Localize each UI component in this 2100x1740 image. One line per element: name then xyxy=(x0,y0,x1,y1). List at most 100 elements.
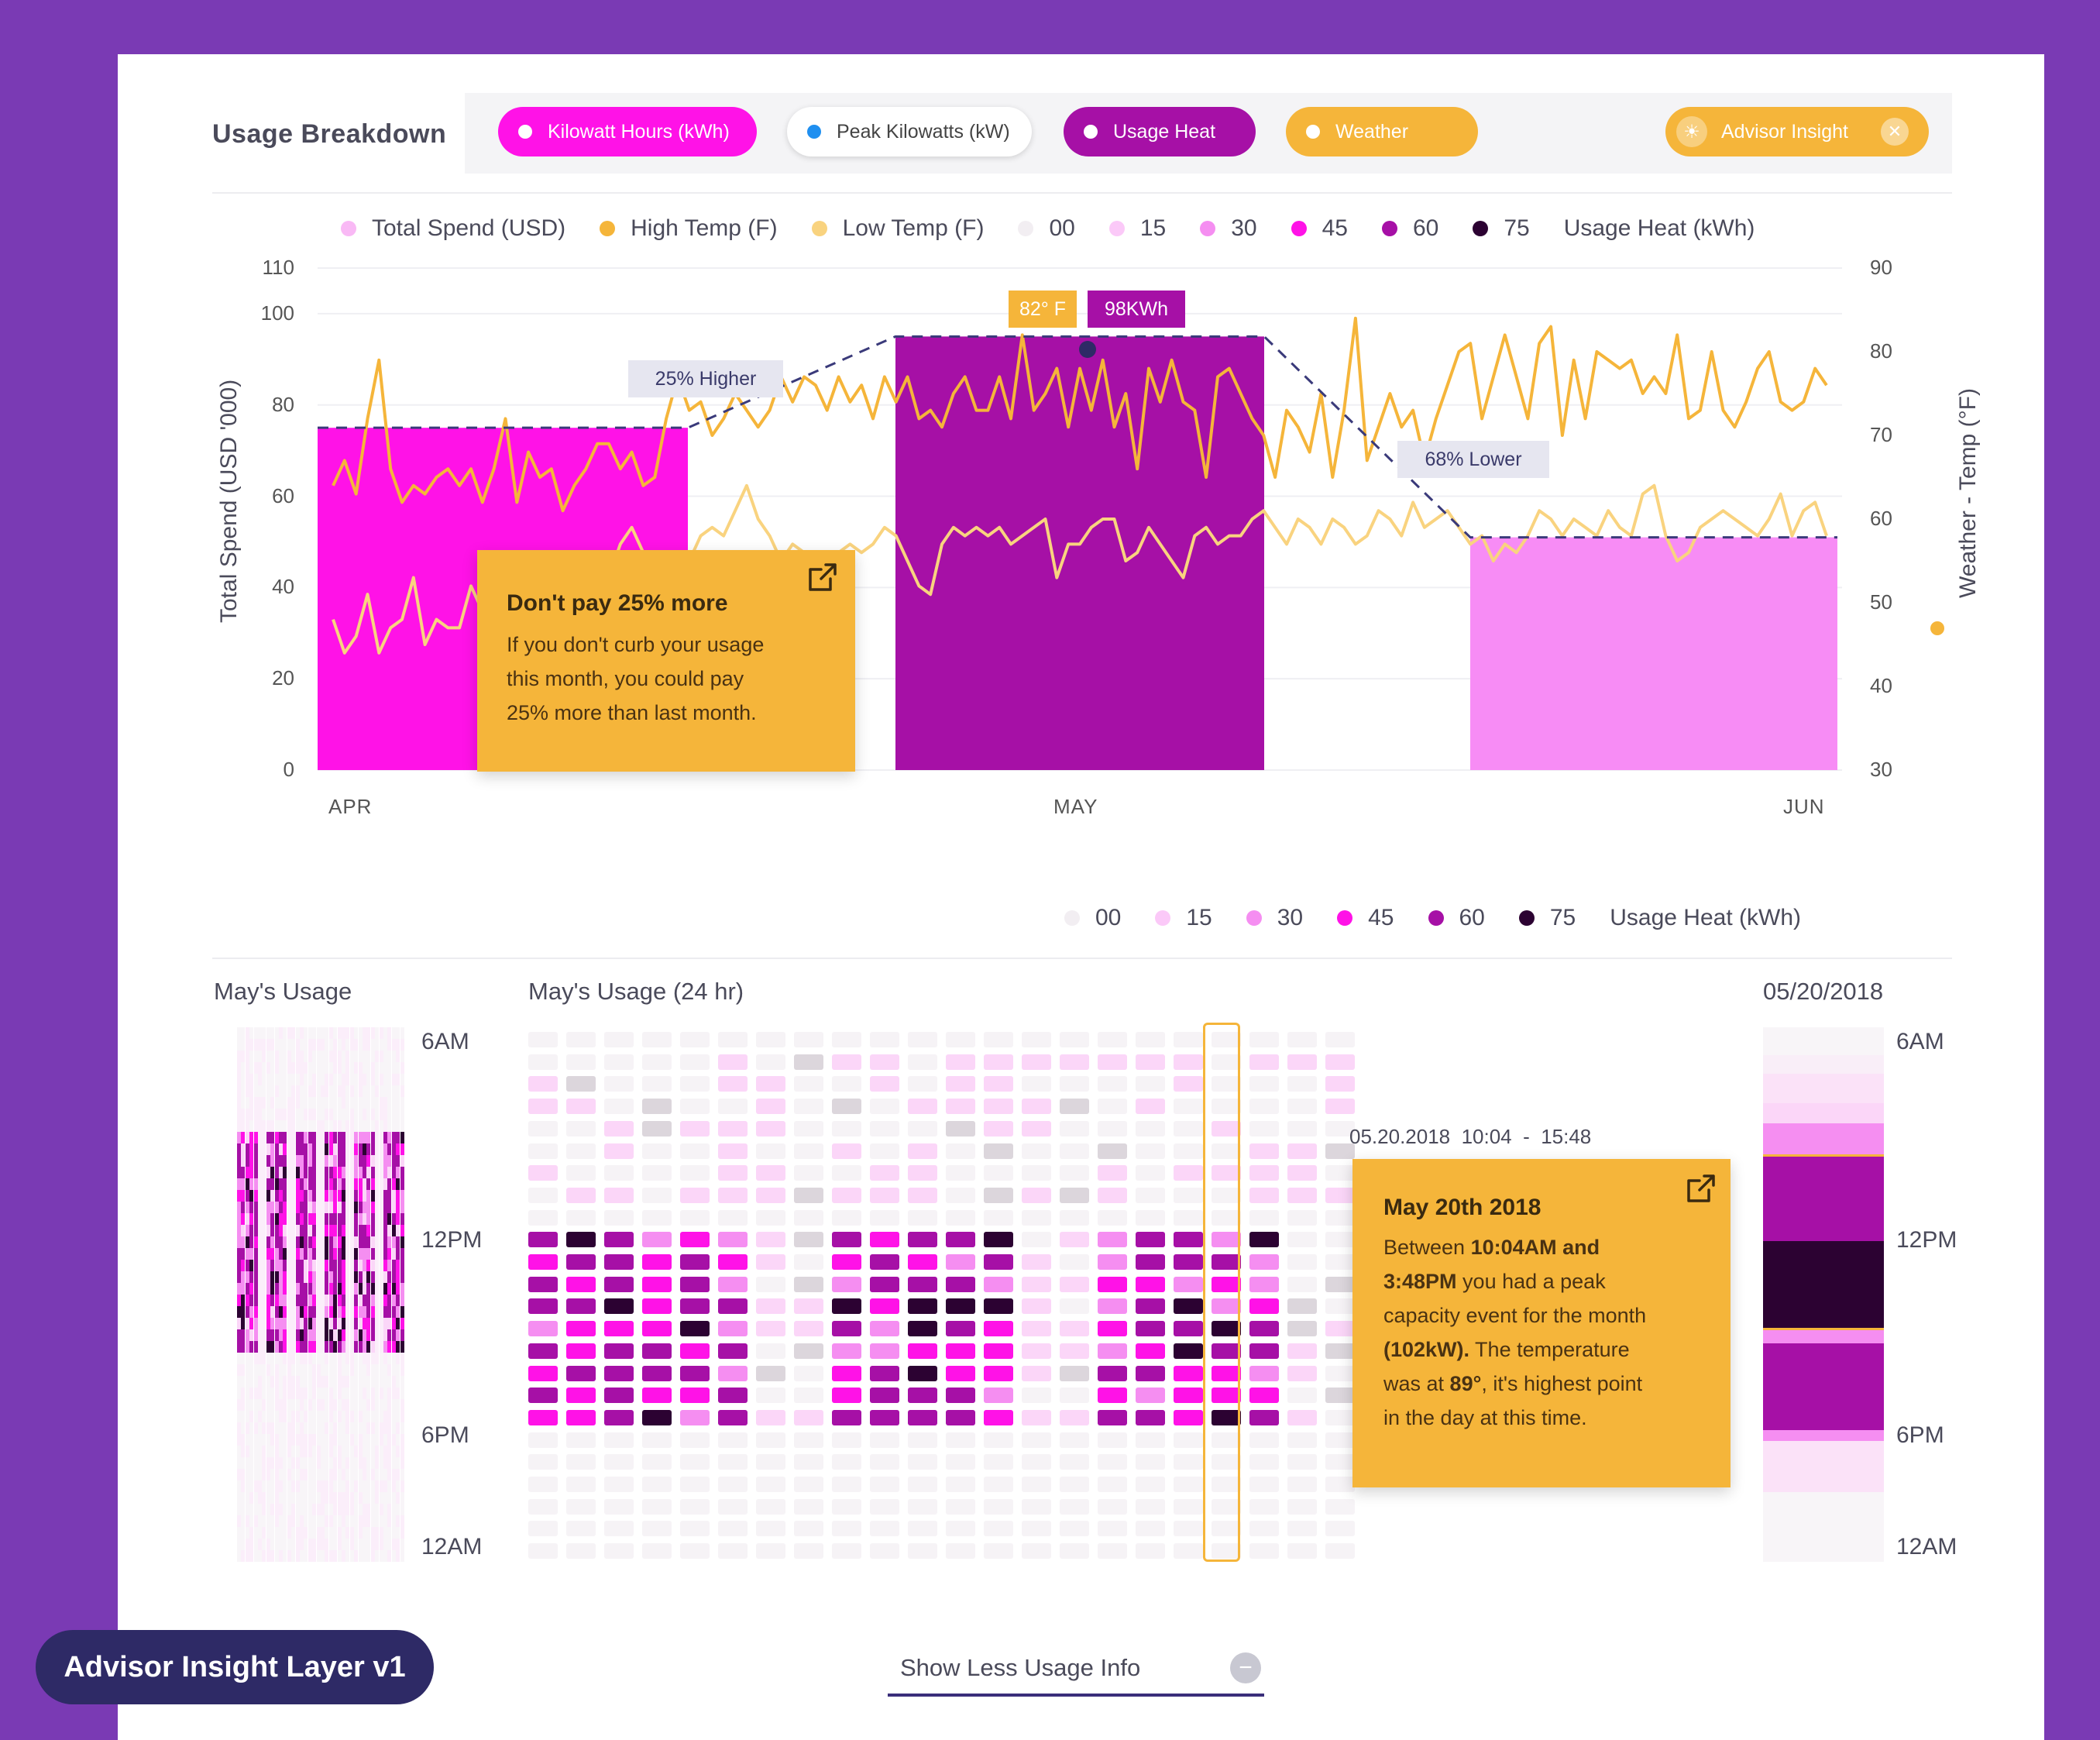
strip-cell xyxy=(241,1457,246,1469)
strip-cell xyxy=(253,1318,258,1329)
strip-cell xyxy=(241,1539,246,1550)
strip-cell xyxy=(375,1167,380,1178)
strip-cell xyxy=(354,1271,359,1283)
filter-heat-button[interactable]: Usage Heat xyxy=(1064,107,1256,156)
show-less-button[interactable]: Show Less Usage Info − xyxy=(888,1642,1264,1697)
strip-cell xyxy=(295,1202,300,1213)
strip-cell xyxy=(295,1376,300,1388)
strip-cell xyxy=(291,1027,296,1039)
strip-cell xyxy=(387,1062,392,1074)
strip-cell xyxy=(241,1202,246,1213)
strip-cell xyxy=(316,1492,321,1504)
strip-cell xyxy=(383,1039,387,1051)
strip-cell xyxy=(333,1539,338,1550)
strip-cell xyxy=(400,1306,404,1318)
strip-cell xyxy=(253,1039,258,1051)
strip-cell xyxy=(304,1329,308,1341)
external-link-icon[interactable] xyxy=(807,562,838,593)
close-icon[interactable]: ✕ xyxy=(1880,118,1909,146)
strip-cell xyxy=(262,1283,266,1295)
strip-cell xyxy=(321,1329,325,1341)
strip-cell xyxy=(308,1225,312,1236)
strip-cell xyxy=(258,1399,262,1411)
strip-cell xyxy=(349,1422,354,1434)
strip-cell xyxy=(333,1225,338,1236)
strip-cell xyxy=(325,1388,329,1399)
strip-cell xyxy=(249,1353,254,1364)
strip-cell xyxy=(321,1167,325,1178)
strip-cell xyxy=(316,1295,321,1306)
minus-icon[interactable]: − xyxy=(1230,1652,1261,1683)
strip-cell xyxy=(325,1155,329,1167)
y-tick-left: 100 xyxy=(260,301,294,325)
advisor-insight-button[interactable]: ☀ Advisor Insight ✕ xyxy=(1665,107,1929,156)
strip-cell xyxy=(241,1492,246,1504)
strip-cell xyxy=(287,1492,291,1504)
day-external-link-icon[interactable] xyxy=(1686,1173,1717,1204)
strip-cell xyxy=(349,1132,354,1143)
strip-cell xyxy=(274,1399,279,1411)
strip-cell xyxy=(358,1167,363,1178)
strip-cell xyxy=(333,1411,338,1422)
strip-cell xyxy=(266,1213,270,1225)
strip-cell xyxy=(366,1399,371,1411)
strip-cell xyxy=(295,1353,300,1364)
strip-cell xyxy=(337,1527,342,1539)
strip-cell xyxy=(237,1097,241,1109)
strip-cell xyxy=(308,1143,312,1155)
strip-cell xyxy=(262,1457,266,1469)
strip-cell xyxy=(262,1353,266,1364)
strip-cell xyxy=(258,1039,262,1051)
strip-cell xyxy=(245,1120,249,1132)
strip-cell xyxy=(245,1457,249,1469)
strip-cell xyxy=(287,1353,291,1364)
strip-cell xyxy=(266,1143,270,1155)
strip-cell xyxy=(342,1399,345,1411)
strip-cell xyxy=(295,1434,300,1446)
strip-cell xyxy=(321,1051,325,1062)
strip-cell xyxy=(333,1062,338,1074)
strip-cell xyxy=(358,1318,363,1329)
strip-cell xyxy=(291,1120,296,1132)
strip-cell xyxy=(349,1236,354,1248)
strip-cell xyxy=(287,1271,291,1283)
strip-cell xyxy=(321,1271,325,1283)
strip-cell xyxy=(391,1446,396,1457)
strip-cell xyxy=(366,1074,371,1085)
filter-weather-button[interactable]: Weather xyxy=(1286,107,1478,156)
strip-cell xyxy=(241,1504,246,1515)
strip-cell xyxy=(370,1388,375,1399)
strip-cell xyxy=(354,1504,359,1515)
strip-cell xyxy=(295,1178,300,1190)
strip-cell xyxy=(354,1202,359,1213)
strip-cell xyxy=(358,1236,363,1248)
strip-cell xyxy=(387,1085,392,1097)
strip-cell xyxy=(358,1260,363,1271)
filter-peak-button[interactable]: Peak Kilowatts (kW) xyxy=(787,107,1032,156)
day-band xyxy=(1763,1441,1884,1492)
strip-cell xyxy=(274,1422,279,1434)
strip-cell xyxy=(354,1492,359,1504)
selected-day-column[interactable] xyxy=(1203,1023,1240,1562)
strip-cell xyxy=(354,1109,359,1120)
strip-cell xyxy=(241,1248,246,1260)
strip-cell xyxy=(300,1178,304,1190)
strip-cell xyxy=(245,1178,249,1190)
strip-cell xyxy=(270,1295,275,1306)
filter-peak-label: Peak Kilowatts (kW) xyxy=(837,120,1010,143)
strip-cell xyxy=(358,1306,363,1318)
strip-cell xyxy=(253,1167,258,1178)
strip-cell xyxy=(237,1318,241,1329)
strip-cell xyxy=(391,1027,396,1039)
strip-cell xyxy=(237,1178,241,1190)
strip-cell xyxy=(345,1051,350,1062)
strip-cell xyxy=(396,1329,400,1341)
strip-cell xyxy=(349,1411,354,1422)
filter-kwh-button[interactable]: Kilowatt Hours (kWh) xyxy=(498,107,757,156)
strip-cell xyxy=(300,1097,304,1109)
strip-cell xyxy=(354,1306,359,1318)
strip-cell xyxy=(366,1097,371,1109)
top-legend-swatch-icon xyxy=(1381,221,1397,236)
strip-cell xyxy=(363,1248,366,1260)
strip-cell xyxy=(370,1039,375,1051)
